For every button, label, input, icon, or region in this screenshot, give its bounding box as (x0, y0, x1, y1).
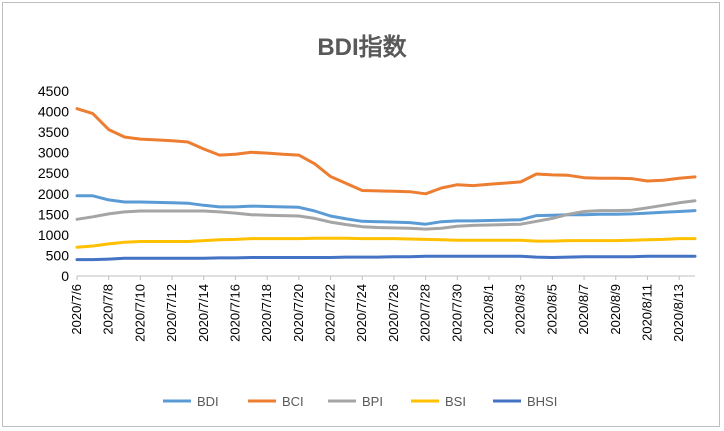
x-tick-label: 2020/7/6 (69, 284, 84, 335)
x-tick-label: 2020/8/3 (513, 284, 528, 335)
legend-label-bpi: BPI (362, 394, 383, 409)
y-tick-label: 2500 (38, 165, 69, 181)
y-tick-label: 3500 (38, 124, 69, 140)
y-tick-label: 3000 (38, 145, 69, 161)
x-tick-label: 2020/8/13 (671, 284, 686, 342)
chart-title: BDI指数 (317, 34, 407, 61)
y-tick-label: 4500 (38, 83, 69, 99)
chart-frame: BDI指数 0 500 1000 1500 2000 2500 3000 3500 4000 45… (2, 2, 720, 427)
y-tick-label: 0 (61, 268, 69, 284)
x-tick-label: 2020/7/22 (323, 284, 338, 342)
x-tick-label: 2020/7/10 (132, 284, 147, 342)
x-tick-label: 2020/7/20 (291, 284, 306, 342)
series-lines (75, 107, 697, 262)
x-tick-label: 2020/8/1 (481, 284, 496, 335)
x-tick-label: 2020/8/11 (639, 284, 654, 341)
legend-label-bci: BCI (282, 394, 304, 409)
series-line-bhsi (75, 254, 697, 262)
bdi-line-chart: BDI指数 0 500 1000 1500 2000 2500 3000 3500 4000 45… (38, 34, 697, 409)
y-tick-label: 1500 (38, 206, 69, 222)
series-line-bpi (75, 199, 697, 231)
x-tick-label: 2020/7/28 (418, 284, 433, 342)
y-tick-label: 2000 (38, 186, 69, 202)
legend-label-bdi: BDI (197, 394, 219, 409)
x-tick-label: 2020/7/18 (259, 284, 274, 342)
y-tick-label: 500 (46, 247, 70, 263)
y-tick-label: 1000 (38, 227, 69, 243)
legend: BDI BCI BPI BSI BHSI (163, 394, 557, 409)
series-line-bdi (75, 194, 697, 226)
x-tick-label: 2020/7/24 (354, 284, 369, 342)
x-tick-label: 2020/7/16 (227, 284, 242, 342)
legend-label-bsi: BSI (445, 394, 466, 409)
x-tick-label: 2020/7/12 (164, 284, 179, 342)
series-line-bci (75, 107, 697, 196)
x-tick-label: 2020/7/30 (449, 284, 464, 342)
x-tick-label: 2020/8/5 (544, 284, 559, 335)
legend-label-bhsi: BHSI (527, 394, 557, 409)
series-line-bsi (75, 236, 697, 249)
x-tick-label: 2020/7/14 (196, 284, 211, 342)
x-tick-label: 2020/8/9 (608, 284, 623, 335)
x-tick-label: 2020/7/26 (386, 284, 401, 342)
y-axis-ticks: 0 500 1000 1500 2000 2500 3000 3500 4000 4500 (38, 83, 69, 284)
x-tick-label: 2020/7/8 (101, 284, 116, 335)
x-axis-ticks: 2020/7/6 2020/7/8 2020/7/10 2020/7/12 2020/7… (69, 276, 686, 342)
y-tick-label: 4000 (38, 104, 69, 120)
x-tick-label: 2020/8/7 (576, 284, 591, 335)
